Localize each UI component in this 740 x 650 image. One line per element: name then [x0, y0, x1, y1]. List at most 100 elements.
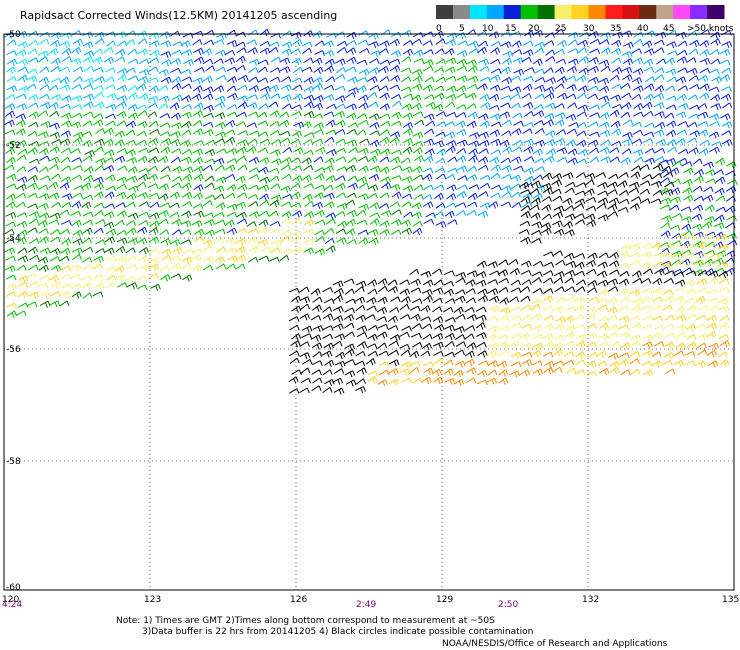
- wind-barb: [312, 325, 324, 333]
- wind-barb: [94, 210, 104, 217]
- wind-barb: [523, 122, 535, 128]
- wind-barb: [633, 85, 644, 93]
- wind-barb: [303, 76, 314, 85]
- latitude-label: -56: [6, 345, 21, 355]
- wind-barb: [246, 221, 257, 227]
- wind-barb: [379, 166, 390, 174]
- legend-swatch: [554, 5, 573, 19]
- wind-barb: [662, 252, 674, 260]
- wind-barb: [555, 58, 567, 65]
- wind-barb: [589, 156, 600, 164]
- wind-barb: [677, 40, 688, 47]
- wind-barb: [138, 173, 149, 182]
- wind-barb: [191, 264, 202, 272]
- wind-barb: [344, 343, 356, 351]
- wind-barb: [444, 341, 455, 348]
- wind-barb: [358, 119, 369, 126]
- wind-barb: [116, 110, 127, 119]
- wind-barb: [510, 174, 522, 182]
- wind-barb: [726, 215, 737, 221]
- wind-barb: [204, 158, 216, 165]
- wind-barb: [563, 359, 575, 366]
- wind-barb: [576, 334, 587, 341]
- wind-barb: [599, 146, 610, 155]
- wind-barb: [191, 254, 202, 262]
- wind-barb: [356, 341, 368, 349]
- wind-barb: [335, 119, 346, 128]
- wind-barb: [37, 131, 49, 139]
- wind-barb: [238, 101, 248, 110]
- wind-barb: [708, 86, 720, 93]
- wind-barb: [302, 193, 313, 202]
- wind-barb: [414, 119, 425, 126]
- wind-barb: [562, 172, 574, 180]
- wind-barb: [71, 95, 83, 103]
- wind-barb: [589, 48, 601, 55]
- wind-barb: [71, 282, 82, 291]
- wind-barb: [323, 192, 335, 200]
- wind-barb: [159, 113, 171, 119]
- wind-barb: [268, 210, 279, 217]
- wind-barb: [389, 201, 400, 208]
- wind-barb: [598, 95, 610, 103]
- wind-barb: [456, 65, 468, 72]
- wind-barb: [181, 263, 192, 270]
- wind-barb: [574, 369, 586, 376]
- legend-label: 45: [663, 24, 674, 34]
- wind-barb: [27, 246, 38, 254]
- wind-barb: [455, 341, 467, 347]
- wind-barb: [314, 167, 326, 173]
- wind-barb: [543, 305, 554, 312]
- wind-barb: [257, 77, 269, 83]
- wind-barb: [457, 184, 468, 191]
- wind-barb: [235, 263, 246, 270]
- wind-barb: [567, 102, 578, 109]
- wind-barb: [523, 75, 534, 82]
- wind-barb: [16, 264, 27, 271]
- wind-barb: [622, 119, 634, 126]
- wind-barb: [711, 76, 722, 84]
- wind-barb: [666, 120, 677, 128]
- wind-barb: [498, 334, 509, 340]
- wind-barb: [511, 128, 522, 136]
- wind-barb: [104, 76, 115, 83]
- wind-barb: [192, 77, 204, 85]
- wind-barb: [663, 352, 675, 360]
- wind-barb: [642, 334, 653, 342]
- wind-barb: [387, 279, 398, 286]
- wind-barb: [181, 120, 192, 129]
- wind-barb: [147, 102, 158, 109]
- wind-barb: [299, 313, 310, 321]
- wind-barb: [446, 112, 457, 118]
- wind-barb: [336, 166, 348, 173]
- wind-barb: [702, 194, 714, 202]
- wind-barb: [621, 148, 632, 155]
- wind-barb: [126, 175, 138, 183]
- wind-barb: [399, 331, 410, 338]
- wind-barb: [719, 315, 730, 322]
- wind-barb: [17, 66, 29, 73]
- wind-barb: [202, 121, 214, 128]
- wind-barb: [556, 92, 568, 100]
- wind-barb: [345, 164, 357, 173]
- wind-barb: [640, 278, 652, 284]
- wind-barb: [389, 38, 400, 46]
- wind-barb: [633, 111, 644, 118]
- wind-barb: [445, 145, 456, 154]
- wind-barb: [61, 238, 72, 246]
- wind-barb: [29, 211, 40, 219]
- wind-barb: [669, 204, 680, 211]
- wind-barb: [314, 219, 326, 226]
- wind-barb: [303, 228, 314, 236]
- wind-barb: [443, 280, 454, 287]
- wind-barb: [202, 48, 213, 56]
- wind-barb: [524, 175, 535, 184]
- wind-barb: [499, 297, 510, 305]
- wind-barb: [411, 298, 423, 304]
- wind-barb: [554, 83, 565, 90]
- wind-barb: [688, 75, 699, 82]
- wind-barb: [424, 128, 435, 135]
- wind-barb: [498, 286, 509, 293]
- wind-barb: [114, 219, 125, 227]
- wind-barb: [137, 226, 148, 235]
